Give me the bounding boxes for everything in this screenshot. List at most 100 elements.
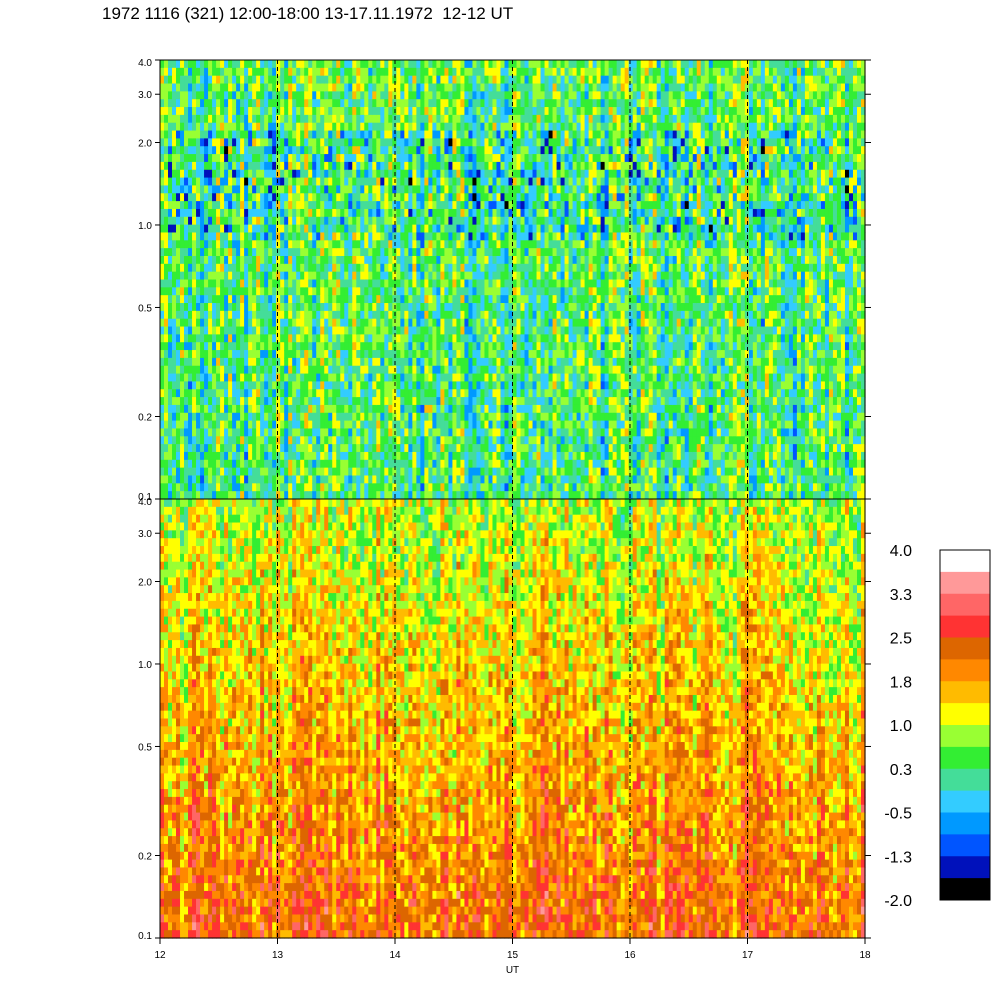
heatmap-cell	[300, 428, 305, 437]
heatmap-cell	[364, 130, 369, 139]
heatmap-cell	[352, 60, 357, 69]
heatmap-cell	[328, 232, 333, 241]
heatmap-cell	[196, 334, 201, 343]
heatmap-cell	[184, 67, 189, 77]
heatmap-cell	[316, 122, 321, 132]
heatmap-cell	[376, 216, 381, 226]
heatmap-cell	[376, 303, 381, 312]
heatmap-cell	[184, 389, 189, 398]
heatmap-cell	[468, 397, 474, 406]
heatmap-cell	[328, 350, 333, 359]
heatmap-cell	[172, 381, 177, 390]
heatmap-cell	[460, 342, 466, 351]
heatmap-cell	[164, 208, 169, 218]
heatmap-cell	[384, 122, 389, 132]
heatmap-cell	[328, 357, 333, 367]
heatmap-cell	[188, 216, 193, 226]
heatmap-cell	[452, 60, 458, 69]
heatmap-cell	[312, 279, 317, 288]
heatmap-cell	[384, 334, 389, 343]
heatmap-cell	[300, 397, 305, 406]
heatmap-cell	[464, 232, 470, 241]
heatmap-cell	[256, 248, 261, 257]
heatmap-cell	[416, 169, 421, 179]
heatmap-cell	[176, 146, 181, 155]
heatmap-cell	[188, 83, 193, 92]
heatmap-cell	[508, 420, 514, 430]
heatmap-cell	[456, 193, 462, 202]
heatmap-cell	[292, 232, 297, 241]
heatmap-cell	[308, 397, 313, 406]
heatmap-cell	[264, 146, 269, 155]
heatmap-cell	[204, 303, 209, 312]
heatmap-cell	[400, 240, 405, 249]
heatmap-cell	[160, 303, 165, 312]
heatmap-cell	[452, 287, 458, 296]
heatmap-cell	[356, 389, 361, 398]
heatmap-cell	[512, 350, 518, 359]
heatmap-cell	[460, 154, 466, 163]
heatmap-cell	[252, 248, 257, 257]
heatmap-cell	[184, 436, 189, 445]
heatmap-cell	[224, 444, 229, 453]
heatmap-cell	[364, 83, 369, 92]
heatmap-cell	[180, 334, 185, 343]
heatmap-cell	[428, 483, 433, 492]
heatmap-cell	[160, 114, 165, 124]
heatmap-cell	[496, 107, 502, 116]
heatmap-cell	[216, 161, 221, 171]
heatmap-cell	[492, 412, 498, 422]
heatmap-cell	[396, 318, 401, 328]
heatmap-cell	[432, 451, 437, 461]
heatmap-cell	[512, 255, 518, 265]
heatmap-cell	[220, 483, 225, 492]
heatmap-cell	[240, 138, 245, 147]
heatmap-cell	[420, 114, 425, 124]
heatmap-cell	[420, 130, 425, 139]
heatmap-cell	[332, 334, 337, 343]
heatmap-cell	[184, 130, 189, 139]
heatmap-cell	[268, 475, 273, 484]
heatmap-cell	[484, 404, 490, 414]
heatmap-cell	[212, 412, 217, 422]
heatmap-cell	[196, 381, 201, 390]
heatmap-cell	[296, 459, 301, 469]
heatmap-cell	[308, 208, 313, 218]
heatmap-cell	[288, 146, 293, 155]
heatmap-cell	[376, 373, 381, 383]
heatmap-cell	[212, 114, 217, 124]
heatmap-cell	[344, 107, 349, 116]
heatmap-cell	[268, 287, 273, 296]
heatmap-cell	[172, 248, 177, 257]
heatmap-cell	[412, 216, 417, 226]
heatmap-cell	[360, 279, 365, 288]
heatmap-cell	[296, 397, 301, 406]
heatmap-cell	[172, 130, 177, 139]
heatmap-cell	[200, 232, 205, 241]
heatmap-cell	[452, 381, 458, 390]
heatmap-cell	[372, 193, 377, 202]
heatmap-cell	[360, 240, 365, 249]
heatmap-cell	[420, 287, 425, 296]
heatmap-cell	[172, 185, 177, 194]
heatmap-cell	[368, 177, 373, 187]
heatmap-cell	[504, 491, 510, 500]
heatmap-cell	[460, 287, 466, 296]
heatmap-cell	[488, 91, 494, 100]
heatmap-cell	[512, 138, 518, 147]
heatmap-cell	[288, 475, 293, 484]
heatmap-cell	[304, 154, 309, 163]
heatmap-cell	[340, 412, 345, 422]
heatmap-cell	[444, 467, 450, 477]
heatmap-cell	[388, 224, 393, 234]
heatmap-cell	[400, 287, 405, 296]
heatmap-cell	[236, 326, 241, 335]
heatmap-cell	[504, 271, 510, 281]
heatmap-cell	[456, 467, 462, 477]
heatmap-cell	[392, 60, 397, 69]
heatmap-cell	[292, 428, 297, 437]
heatmap-cell	[464, 303, 470, 312]
heatmap-cell	[344, 185, 349, 194]
heatmap-cell	[352, 224, 357, 234]
heatmap-cell	[464, 404, 470, 414]
